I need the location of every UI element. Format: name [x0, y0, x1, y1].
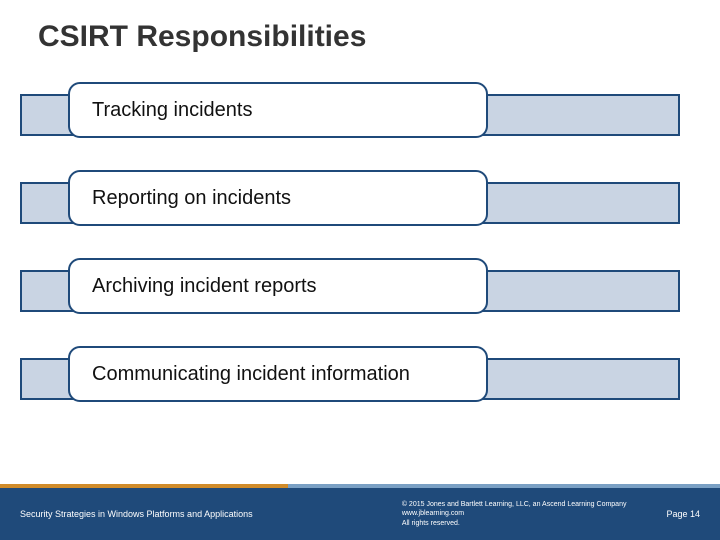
responsibility-capsule: Reporting on incidents [68, 170, 488, 226]
responsibility-label: Reporting on incidents [92, 187, 291, 210]
responsibility-label: Archiving incident reports [92, 275, 317, 298]
footer-copyright: © 2015 Jones and Bartlett Learning, LLC,… [402, 500, 667, 527]
responsibility-row: Archiving incident reports [0, 258, 720, 318]
responsibility-label: Tracking incidents [92, 99, 252, 122]
slide-title: CSIRT Responsibilities [0, 0, 720, 54]
responsibility-row: Reporting on incidents [0, 170, 720, 230]
responsibility-capsule: Communicating incident information [68, 346, 488, 402]
copyright-line: All rights reserved. [402, 519, 627, 528]
responsibility-label: Communicating incident information [92, 363, 410, 386]
footer: Security Strategies in Windows Platforms… [0, 488, 720, 540]
responsibility-capsule: Archiving incident reports [68, 258, 488, 314]
copyright-line: www.jblearning.com [402, 509, 627, 518]
footer-source: Security Strategies in Windows Platforms… [0, 509, 402, 519]
responsibility-row: Tracking incidents [0, 82, 720, 142]
responsibility-row: Communicating incident information [0, 346, 720, 406]
page-number: Page 14 [666, 509, 720, 519]
responsibility-capsule: Tracking incidents [68, 82, 488, 138]
copyright-line: © 2015 Jones and Bartlett Learning, LLC,… [402, 500, 627, 509]
